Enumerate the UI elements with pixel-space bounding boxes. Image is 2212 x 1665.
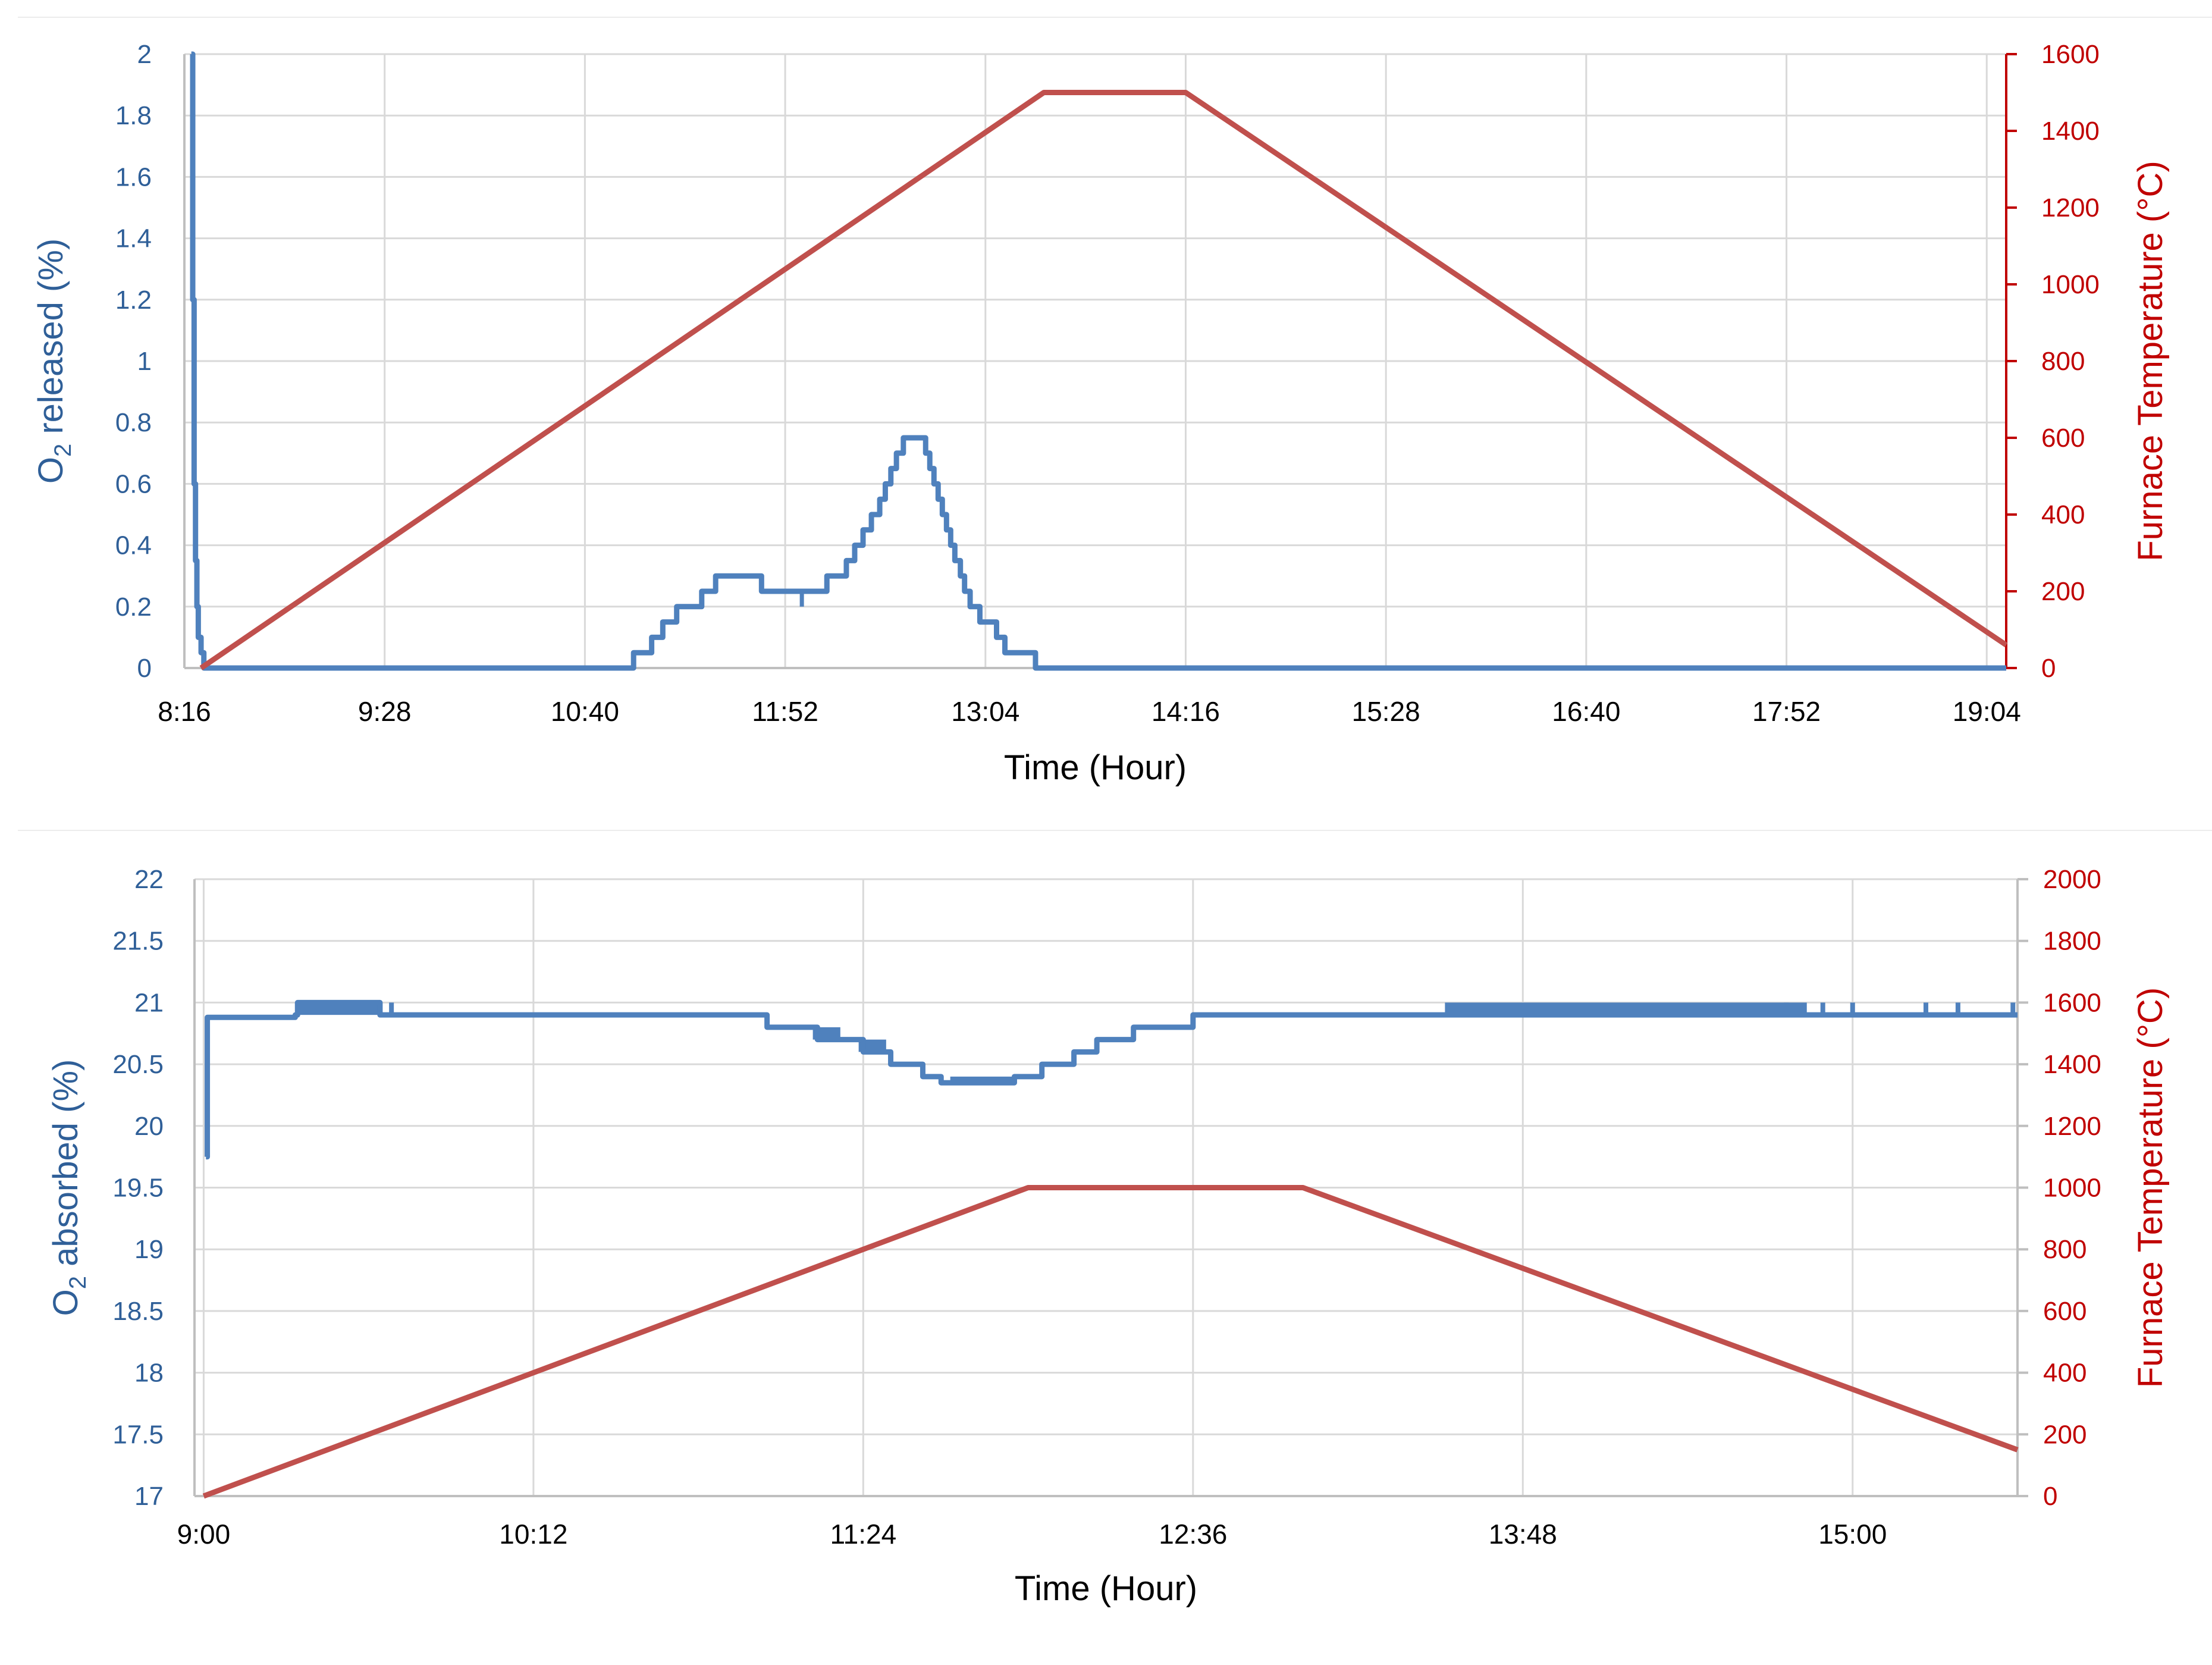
- y2-tick-label: 800: [2043, 1235, 2087, 1264]
- x-tick-label: 14:16: [1152, 696, 1220, 727]
- y2-tick-label: 1400: [2041, 117, 2100, 146]
- y-tick-label: 21: [134, 988, 164, 1017]
- noise-band: [295, 1002, 378, 1015]
- o2-absorbed-chart: 17 17.5 18 18.5 19 19.5 20 20.5 21 21.5 22 9:00 10:1…: [46, 865, 2170, 1608]
- y-tick-label: 17.5: [112, 1420, 164, 1449]
- x-tick-label: 16:40: [1552, 696, 1620, 727]
- temperature-line: [199, 90, 2008, 670]
- y-tick-label: 22: [134, 865, 164, 894]
- y-tick-label: 0.8: [115, 408, 152, 437]
- x-axis-title: Time (Hour): [1004, 748, 1187, 787]
- x-tick-label: 10:12: [499, 1519, 567, 1550]
- y-tick-label: 19: [134, 1235, 164, 1264]
- y-tick-label: 1.4: [115, 224, 152, 253]
- y-tick-label: 18.5: [112, 1297, 164, 1326]
- x-tick-label: 13:04: [951, 696, 1019, 727]
- y-tick-label: 17: [134, 1482, 164, 1511]
- o2-line: [205, 999, 2018, 1160]
- x-tick-label: 9:28: [358, 696, 412, 727]
- y-tick-label: 1.6: [115, 162, 152, 192]
- y2-tick-label: 1600: [2043, 988, 2101, 1017]
- y2-tick-label: 600: [2041, 424, 2085, 453]
- y2-tick-label: 200: [2041, 577, 2085, 606]
- x-tick-label: 11:52: [752, 696, 818, 727]
- y2-tick-label: 1400: [2043, 1050, 2101, 1079]
- y2-axis-title: Furnace Temperature (°C): [2131, 987, 2170, 1388]
- noise-band: [1445, 1002, 1807, 1015]
- y-axis-title: O2 absorbed (%): [46, 1059, 91, 1316]
- o2-released-chart: 0 0.2 0.4 0.6 0.8 1 1.2 1.4 1.6 1.8 2 8:16 9:28 10:40…: [32, 40, 2170, 787]
- y-tick-label: 0.2: [115, 592, 152, 622]
- y-tick-label: 0: [137, 654, 152, 683]
- y2-tick-label: 1200: [2043, 1112, 2101, 1141]
- x-tick-label: 10:40: [551, 696, 619, 727]
- y-tick-label: 19.5: [112, 1174, 164, 1203]
- y2-tick-label: 0: [2041, 654, 2056, 683]
- y2-tick-label: 1800: [2043, 927, 2101, 956]
- x-tick-label: 15:28: [1352, 696, 1420, 727]
- y-tick-label: 1.8: [115, 101, 152, 130]
- y-tick-label: 21.5: [112, 927, 164, 956]
- y2-tick-label: 0: [2043, 1482, 2057, 1511]
- x-tick-label: 19:04: [1953, 696, 2021, 727]
- y-tick-label: 0.4: [115, 531, 152, 560]
- y-tick-label: 18: [134, 1359, 164, 1388]
- temperature-line: [202, 1185, 2019, 1499]
- y2-tick-label: 600: [2043, 1297, 2087, 1326]
- x-tick-label: 13:48: [1489, 1519, 1557, 1550]
- y2-tick-label: 1000: [2041, 270, 2100, 299]
- x-tick-label: 12:36: [1159, 1519, 1227, 1550]
- y-tick-label: 0.6: [115, 469, 152, 498]
- y2-tick-label: 800: [2041, 347, 2085, 376]
- x-tick-label: 11:24: [830, 1519, 896, 1550]
- y2-tick-label: 400: [2043, 1359, 2087, 1388]
- x-tick-label: 15:00: [1818, 1519, 1887, 1550]
- y-axis-title: O2 released (%): [32, 239, 76, 484]
- y2-tick-label: 2000: [2043, 865, 2101, 894]
- y2-axis-title: Furnace Temperature (°C): [2131, 161, 2170, 561]
- y-tick-label: 2: [137, 40, 152, 69]
- y-tick-label: 20.5: [112, 1050, 164, 1079]
- chart-separator: [18, 830, 2212, 831]
- y-tick-label: 20: [134, 1112, 164, 1141]
- x-tick-label: 17:52: [1752, 696, 1821, 727]
- x-tick-label: 8:16: [158, 696, 211, 727]
- y2-tick-label: 1600: [2041, 40, 2100, 69]
- y2-tick-label: 1000: [2043, 1174, 2101, 1203]
- y2-tick-label: 1200: [2041, 193, 2100, 222]
- x-axis-title: Time (Hour): [1015, 1569, 1197, 1608]
- y-tick-label: 1: [137, 347, 152, 376]
- top-border: [18, 17, 2212, 18]
- y-tick-label: 1.2: [115, 286, 152, 315]
- y2-tick-label: 200: [2043, 1420, 2087, 1449]
- y2-tick-label: 400: [2041, 500, 2085, 529]
- x-tick-label: 9:00: [177, 1519, 231, 1550]
